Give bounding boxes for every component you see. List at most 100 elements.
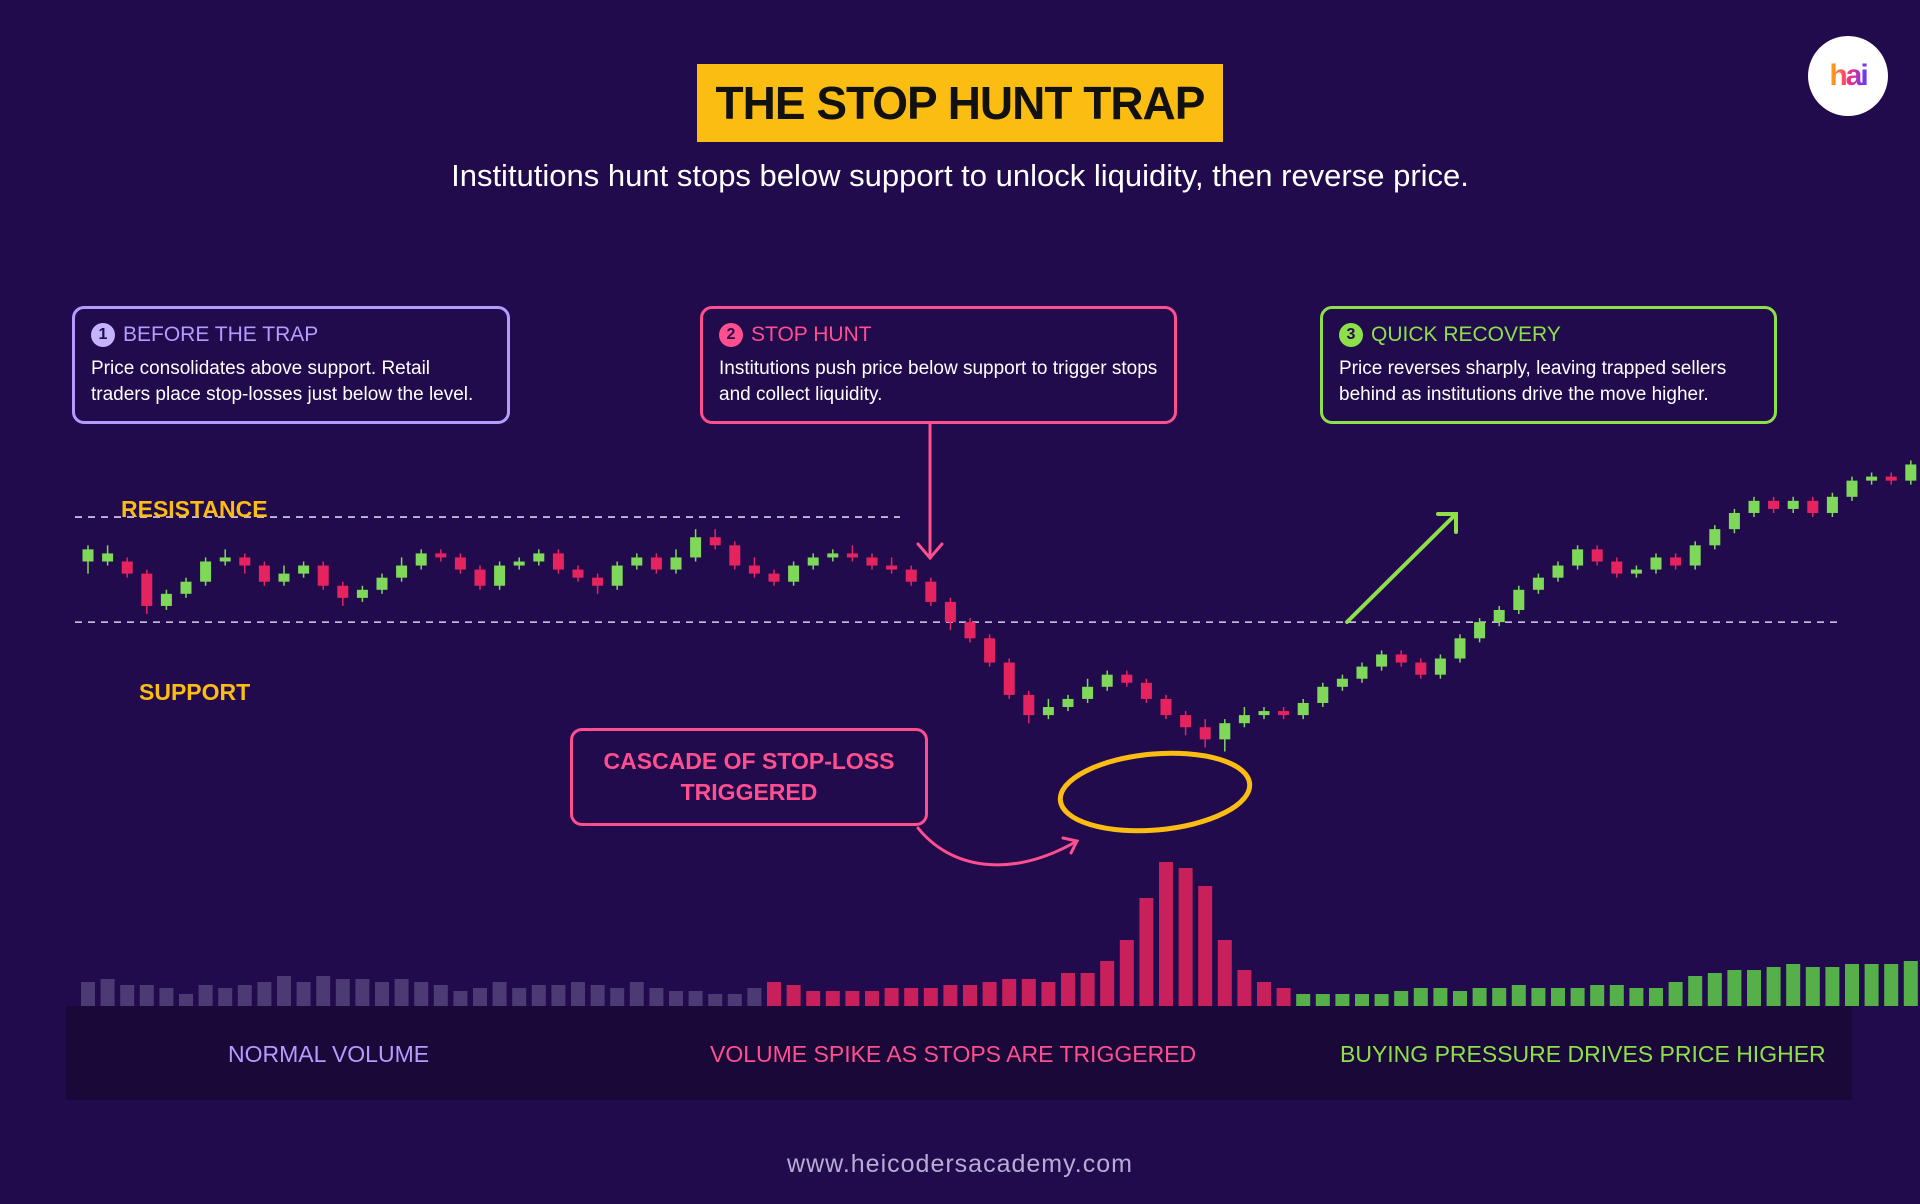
volume-bar <box>1061 973 1075 1006</box>
buying-pressure-label: BUYING PRESSURE DRIVES PRICE HIGHER <box>1340 1041 1826 1067</box>
up-arrow-icon <box>1345 512 1458 624</box>
candle-body <box>1630 569 1642 574</box>
candle-body <box>1003 662 1015 695</box>
candle-body <box>415 553 427 566</box>
volume-bar <box>1609 985 1624 1006</box>
volume-bar <box>688 991 703 1006</box>
volume-bar <box>1217 940 1232 1006</box>
volume-bar <box>237 985 252 1006</box>
support-label: SUPPORT <box>139 679 251 705</box>
candle-body <box>552 553 564 570</box>
down-arrow-icon <box>916 422 944 561</box>
volume-bar <box>1629 988 1644 1006</box>
candle-body <box>1199 727 1211 740</box>
volume-spike-label: VOLUME SPIKE AS STOPS ARE TRIGGERED <box>710 1041 1197 1067</box>
volume-bar <box>1276 988 1291 1006</box>
candle-body <box>1748 500 1760 513</box>
candle-body <box>1278 711 1290 716</box>
candle-body <box>1121 674 1133 683</box>
candle-body <box>298 565 310 574</box>
volume-bar <box>1884 964 1899 1006</box>
candle-body <box>180 581 192 594</box>
volume-bar <box>1041 982 1056 1006</box>
candle-body <box>1336 678 1348 687</box>
volume-bar <box>1845 964 1859 1006</box>
volume-bar <box>512 988 527 1006</box>
candle-body <box>1219 723 1231 740</box>
candle-body <box>337 585 349 598</box>
candle-body <box>1023 694 1035 716</box>
candle-body <box>1532 577 1544 590</box>
volume-bar <box>1413 988 1428 1006</box>
volume-bar <box>1472 988 1487 1006</box>
volume-bar <box>492 982 507 1006</box>
volume-bar <box>1825 967 1840 1006</box>
candle-body <box>866 557 878 566</box>
candle-body <box>611 565 623 586</box>
volume-bar <box>1139 898 1154 1006</box>
highlight-circle <box>1057 750 1253 834</box>
candle-body <box>278 573 290 582</box>
volume-bar <box>218 988 233 1006</box>
candle-body <box>376 577 388 590</box>
title-banner: THE STOP HUNT TRAP <box>697 64 1223 142</box>
volume-bar <box>943 985 958 1006</box>
candle-body <box>1807 500 1819 513</box>
candle-body <box>239 557 251 566</box>
volume-bar <box>1178 868 1193 1006</box>
candle-body <box>1768 500 1780 509</box>
candle-body <box>1866 476 1878 481</box>
candle-body <box>1140 682 1152 699</box>
candle-body <box>1689 545 1701 566</box>
volume-bar <box>159 988 174 1006</box>
volume-bar <box>1766 967 1781 1006</box>
normal-volume-label: NORMAL VOLUME <box>228 1041 430 1067</box>
candle-body <box>1513 589 1525 610</box>
volume-bar <box>1511 985 1526 1006</box>
volume-bar <box>1805 967 1820 1006</box>
volume-bar <box>453 991 468 1006</box>
callout-body: Price reverses sharply, leaving trapped … <box>1339 358 1727 405</box>
volume-bar <box>590 985 605 1006</box>
candle-body <box>1395 654 1407 663</box>
candle-body <box>1709 529 1721 546</box>
volume-bar <box>1002 979 1017 1006</box>
candle-body <box>258 565 270 582</box>
volume-bar <box>1159 862 1173 1006</box>
academy-logo-icon[interactable]: hai <box>1808 36 1888 116</box>
volume-bar <box>865 991 879 1006</box>
candle-body <box>494 565 506 586</box>
cascade-callout: CASCADE OF STOP-LOSS TRIGGERED <box>570 728 928 826</box>
volume-bar <box>1570 988 1585 1006</box>
volume-bar <box>473 988 487 1006</box>
candle-body <box>1885 476 1897 481</box>
volume-bar <box>1864 964 1879 1006</box>
candle-body <box>1552 565 1564 578</box>
curved-arrow-icon <box>916 826 1080 867</box>
candle-body <box>1474 622 1486 639</box>
candle-body <box>729 545 741 566</box>
volume-bar <box>1394 991 1409 1006</box>
candle-body <box>1591 549 1603 562</box>
volume-bar <box>629 982 644 1006</box>
volume-bar <box>198 985 213 1006</box>
volume-bar <box>610 988 625 1006</box>
volume-bar <box>1257 982 1271 1006</box>
candle-body <box>1238 715 1250 724</box>
candle-body <box>1905 464 1917 481</box>
volume-bar <box>139 985 154 1006</box>
candle-body <box>1297 702 1309 716</box>
volume-bar <box>1100 961 1115 1006</box>
candle-body <box>1572 549 1584 566</box>
volume-bar <box>277 976 291 1006</box>
candle-body <box>1415 662 1427 675</box>
volume-bar <box>375 982 389 1006</box>
candle-body <box>317 565 329 586</box>
volume-bar <box>335 979 350 1006</box>
step-number-3: 3 <box>1339 323 1363 347</box>
footer-url[interactable]: www.heicodersacademy.com <box>787 1150 1133 1178</box>
candle-body <box>964 622 976 639</box>
page-subtitle: Institutions hunt stops below support to… <box>451 158 1469 193</box>
candle-body <box>1493 610 1505 623</box>
volume-bar <box>1727 970 1742 1006</box>
